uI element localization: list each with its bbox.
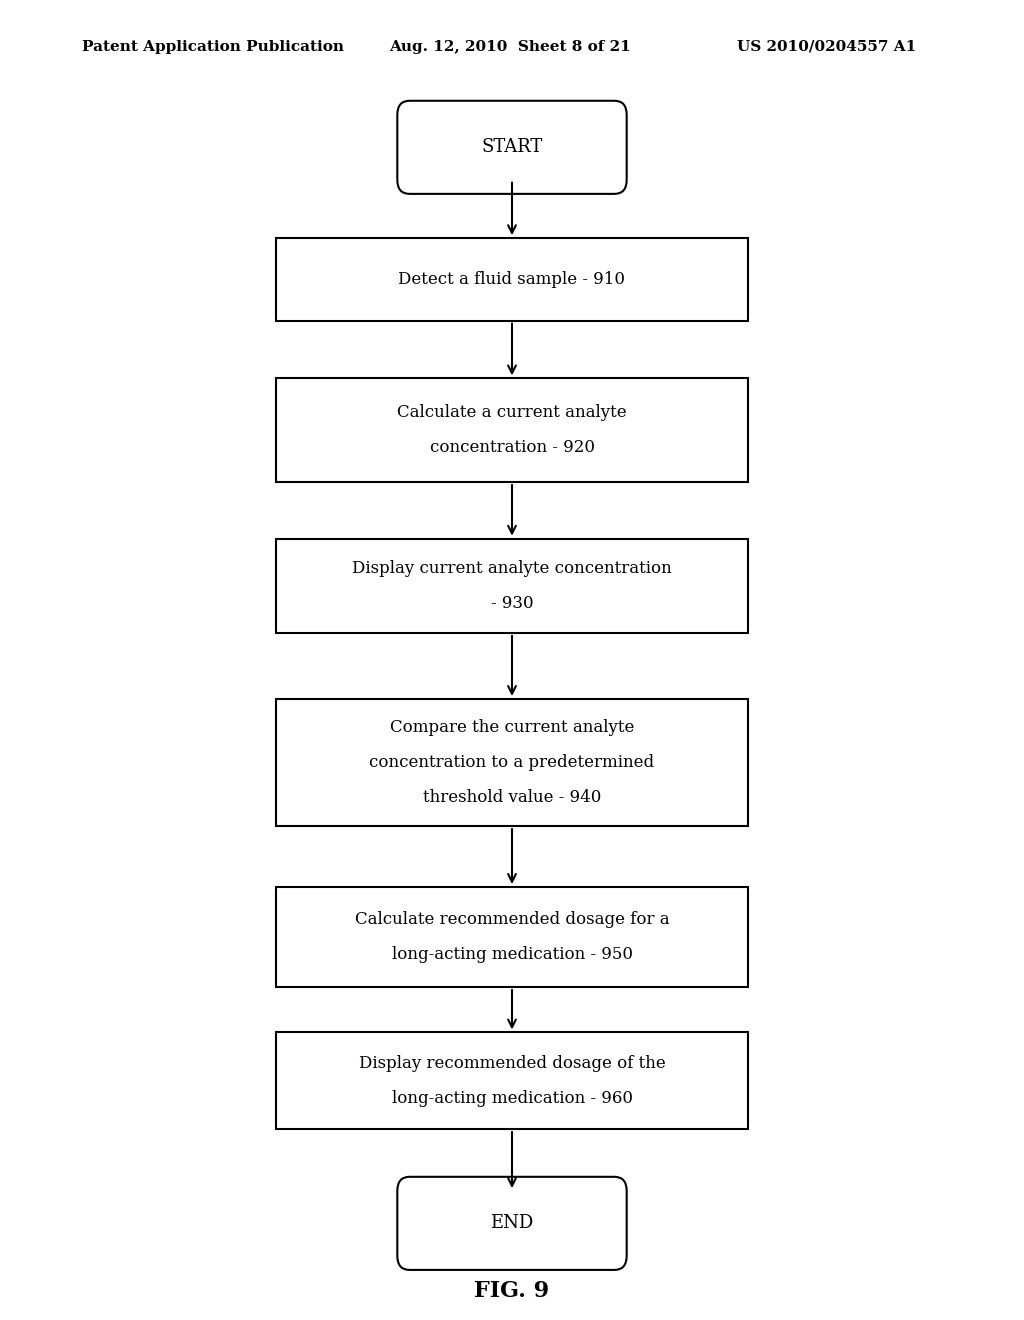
- Text: FIG. 9: FIG. 9: [474, 1279, 550, 1302]
- Bar: [276, 1032, 748, 1129]
- Text: Detect a fluid sample - 910: Detect a fluid sample - 910: [398, 271, 626, 288]
- Bar: [276, 887, 748, 987]
- Text: concentration - 920: concentration - 920: [429, 440, 595, 457]
- FancyBboxPatch shape: [397, 100, 627, 194]
- Text: END: END: [490, 1214, 534, 1233]
- Text: long-acting medication - 960: long-acting medication - 960: [391, 1090, 633, 1107]
- Text: long-acting medication - 950: long-acting medication - 950: [391, 946, 633, 964]
- Text: START: START: [481, 139, 543, 156]
- Text: Aug. 12, 2010  Sheet 8 of 21: Aug. 12, 2010 Sheet 8 of 21: [389, 40, 631, 54]
- Text: Calculate recommended dosage for a: Calculate recommended dosage for a: [354, 911, 670, 928]
- Text: US 2010/0204557 A1: US 2010/0204557 A1: [737, 40, 916, 54]
- Text: Display recommended dosage of the: Display recommended dosage of the: [358, 1055, 666, 1072]
- Text: Detect a fluid sample - 910: Detect a fluid sample - 910: [398, 271, 626, 288]
- Text: Patent Application Publication: Patent Application Publication: [82, 40, 344, 54]
- Text: concentration to a predetermined: concentration to a predetermined: [370, 754, 654, 771]
- Text: concentration - 920: concentration - 920: [429, 440, 595, 457]
- Text: long-acting medication - 960: long-acting medication - 960: [391, 1090, 633, 1107]
- FancyBboxPatch shape: [397, 1177, 627, 1270]
- Bar: [276, 698, 748, 826]
- Text: - 930: - 930: [490, 595, 534, 612]
- Text: threshold value - 940: threshold value - 940: [423, 789, 601, 807]
- Text: threshold value - 940: threshold value - 940: [423, 789, 601, 807]
- Bar: [276, 238, 748, 321]
- Text: - 930: - 930: [490, 595, 534, 612]
- Text: Display current analyte concentration: Display current analyte concentration: [352, 560, 672, 577]
- Text: Compare the current analyte: Compare the current analyte: [390, 718, 634, 735]
- Text: long-acting medication - 950: long-acting medication - 950: [391, 946, 633, 964]
- Bar: [276, 379, 748, 482]
- Text: Calculate a current analyte: Calculate a current analyte: [397, 404, 627, 421]
- Bar: [276, 539, 748, 632]
